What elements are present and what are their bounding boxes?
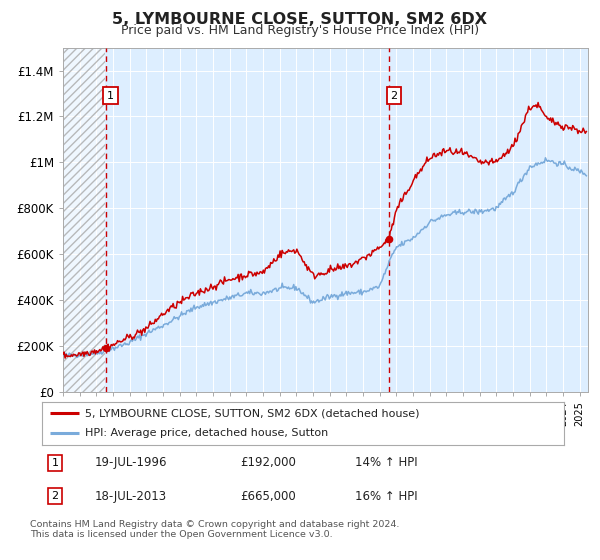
Bar [63,48,106,392]
Text: £665,000: £665,000 [241,490,296,503]
Text: 1: 1 [107,91,114,101]
Text: 19-JUL-1996: 19-JUL-1996 [94,456,167,469]
Text: 14% ↑ HPI: 14% ↑ HPI [355,456,418,469]
Text: 2: 2 [390,91,397,101]
Bar [63,48,106,392]
Text: 2: 2 [52,491,59,501]
Text: Contains HM Land Registry data © Crown copyright and database right 2024.
This d: Contains HM Land Registry data © Crown c… [30,520,400,539]
Text: 16% ↑ HPI: 16% ↑ HPI [355,490,418,503]
Text: HPI: Average price, detached house, Sutton: HPI: Average price, detached house, Sutt… [85,428,328,438]
Text: 18-JUL-2013: 18-JUL-2013 [94,490,166,503]
Text: 5, LYMBOURNE CLOSE, SUTTON, SM2 6DX (detached house): 5, LYMBOURNE CLOSE, SUTTON, SM2 6DX (det… [85,408,419,418]
Text: 1: 1 [52,458,59,468]
Text: Price paid vs. HM Land Registry's House Price Index (HPI): Price paid vs. HM Land Registry's House … [121,24,479,37]
Text: £192,000: £192,000 [241,456,296,469]
Text: 5, LYMBOURNE CLOSE, SUTTON, SM2 6DX: 5, LYMBOURNE CLOSE, SUTTON, SM2 6DX [112,12,488,27]
